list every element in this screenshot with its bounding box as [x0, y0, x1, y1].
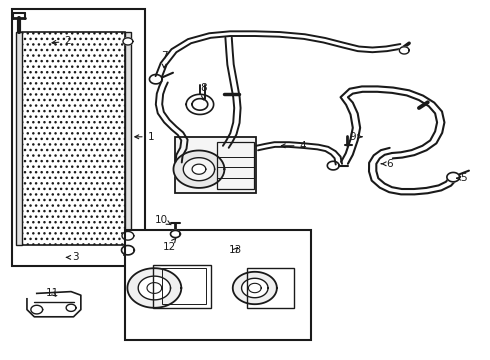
Polygon shape [123, 38, 133, 45]
Text: 4: 4 [281, 141, 306, 151]
Text: 9: 9 [349, 132, 362, 142]
Bar [16, 32, 22, 245]
Text: 7: 7 [161, 51, 168, 68]
Text: 3: 3 [67, 252, 79, 262]
Bar [175, 137, 256, 193]
Polygon shape [127, 268, 181, 308]
Bar [153, 265, 211, 308]
Polygon shape [138, 276, 171, 300]
Polygon shape [122, 231, 134, 240]
Polygon shape [173, 150, 224, 188]
Text: 12: 12 [162, 238, 176, 252]
Polygon shape [149, 75, 162, 84]
Text: 13: 13 [228, 245, 242, 255]
Polygon shape [183, 158, 215, 181]
Polygon shape [233, 272, 277, 304]
Text: 6: 6 [381, 159, 393, 169]
Polygon shape [327, 161, 339, 170]
Bar [125, 32, 131, 245]
Polygon shape [122, 246, 134, 255]
Polygon shape [447, 172, 460, 182]
Bar [247, 268, 294, 308]
Text: 1: 1 [135, 132, 154, 142]
Bar [12, 9, 145, 266]
Text: 10: 10 [155, 215, 171, 225]
Polygon shape [242, 278, 268, 298]
Bar [217, 142, 254, 189]
Polygon shape [399, 47, 409, 54]
Bar [162, 268, 206, 304]
Bar [125, 230, 311, 340]
Bar [22, 32, 125, 245]
Text: 2: 2 [52, 36, 71, 46]
Text: 11: 11 [46, 288, 60, 298]
Polygon shape [192, 164, 206, 174]
Polygon shape [171, 230, 180, 238]
Text: 8: 8 [200, 83, 207, 100]
Text: 5: 5 [457, 173, 467, 183]
